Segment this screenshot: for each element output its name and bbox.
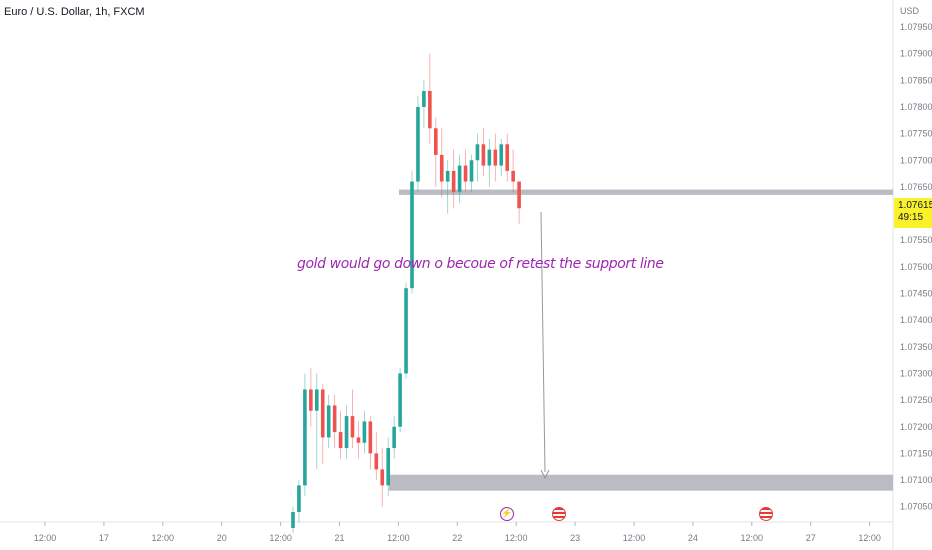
time-axis-label: 12:00 — [34, 533, 57, 543]
current-price-badge: 1.07615 49:15 — [894, 198, 932, 228]
candle-body — [332, 405, 337, 433]
price-axis-label: 1.07850 — [900, 75, 932, 85]
time-axis-label: 12:00 — [152, 533, 175, 543]
us-flag-icon[interactable] — [552, 507, 566, 521]
price-axis-label: 1.07400 — [900, 315, 932, 325]
candle-body — [374, 453, 379, 470]
candle-body — [309, 389, 313, 411]
time-axis-label: 12:00 — [741, 533, 764, 543]
candle-body — [380, 469, 385, 486]
time-axis-label: 12:00 — [623, 533, 646, 543]
candle-body — [487, 149, 492, 166]
candle-body — [457, 165, 462, 193]
price-axis-label: 1.07350 — [900, 342, 932, 352]
bar-countdown: 49:15 — [898, 212, 924, 223]
candle-body — [350, 416, 355, 438]
candle-body — [505, 144, 509, 171]
price-axis-label: 1.07100 — [900, 475, 932, 485]
price-axis-label: 1.07950 — [900, 22, 932, 32]
price-axis-label: 1.07550 — [900, 235, 932, 245]
chart-annotation-text: gold would go down o becoue of retest th… — [297, 256, 664, 272]
time-axis-label: 12:00 — [269, 533, 292, 543]
candle-body — [410, 181, 414, 289]
time-axis-label: 22 — [452, 533, 462, 543]
lightning-icon[interactable]: ⚡ — [500, 507, 514, 521]
candle-body — [463, 165, 468, 182]
candle-body — [451, 170, 456, 193]
price-axis-label: 1.07750 — [900, 129, 932, 139]
candle-body — [297, 485, 301, 513]
time-axis-label: 12:00 — [858, 533, 881, 543]
time-axis-label: 12:00 — [387, 533, 410, 543]
candle-body — [475, 144, 480, 161]
candle-body — [434, 128, 438, 155]
price-axis-label: 1.07200 — [900, 422, 932, 432]
time-axis-label: 27 — [806, 533, 816, 543]
time-axis-label: 21 — [334, 533, 344, 543]
candle-body — [416, 106, 420, 182]
candle-body — [344, 416, 349, 449]
time-axis-label: 23 — [570, 533, 580, 543]
candle-body — [404, 288, 408, 374]
candle-body — [368, 421, 373, 454]
candle-body — [303, 389, 307, 486]
candle-body — [499, 144, 504, 166]
support-zone[interactable] — [399, 189, 893, 195]
arrow-line — [540, 211, 546, 473]
candle-body — [338, 432, 343, 449]
arrow-head — [540, 469, 550, 480]
candle-body — [469, 160, 474, 182]
price-axis-label: 1.07300 — [900, 368, 932, 378]
candle-body — [291, 512, 295, 529]
time-axis-label: 20 — [217, 533, 227, 543]
price-axis-label: 1.07900 — [900, 49, 932, 59]
candle-body — [439, 154, 444, 182]
candle-body — [356, 437, 361, 443]
time-axis-label: 12:00 — [505, 533, 528, 543]
price-axis-label: 1.07050 — [900, 502, 932, 512]
candle-body — [326, 405, 331, 438]
candle-body — [445, 170, 450, 182]
candle-body — [386, 448, 390, 486]
current-price-value: 1.07615 — [898, 200, 932, 211]
price-axis-label: 1.07450 — [900, 289, 932, 299]
candle-body — [428, 90, 432, 129]
candle-body — [392, 426, 396, 449]
candle-body — [315, 389, 319, 411]
candle-body — [517, 181, 521, 209]
candle-body — [422, 90, 426, 107]
time-axis-label: 24 — [688, 533, 698, 543]
candle-body — [320, 389, 325, 438]
candle-body — [362, 421, 367, 443]
us-flag-icon[interactable] — [759, 507, 773, 521]
candle-body — [481, 144, 486, 166]
price-axis-label: 1.07800 — [900, 102, 932, 112]
support-zone[interactable] — [389, 474, 893, 491]
candle-body — [398, 373, 402, 427]
candle-body — [493, 149, 498, 166]
price-axis-label: 1.07150 — [900, 448, 932, 458]
price-axis-label: 1.07650 — [900, 182, 932, 192]
chart-title: Euro / U.S. Dollar, 1h, FXCM — [4, 6, 145, 18]
candle-body — [511, 170, 515, 182]
price-axis-label: 1.07700 — [900, 155, 932, 165]
price-axis-currency: USD — [900, 6, 920, 16]
time-axis-label: 17 — [99, 533, 109, 543]
price-axis-label: 1.07250 — [900, 395, 932, 405]
price-axis-label: 1.07500 — [900, 262, 932, 272]
